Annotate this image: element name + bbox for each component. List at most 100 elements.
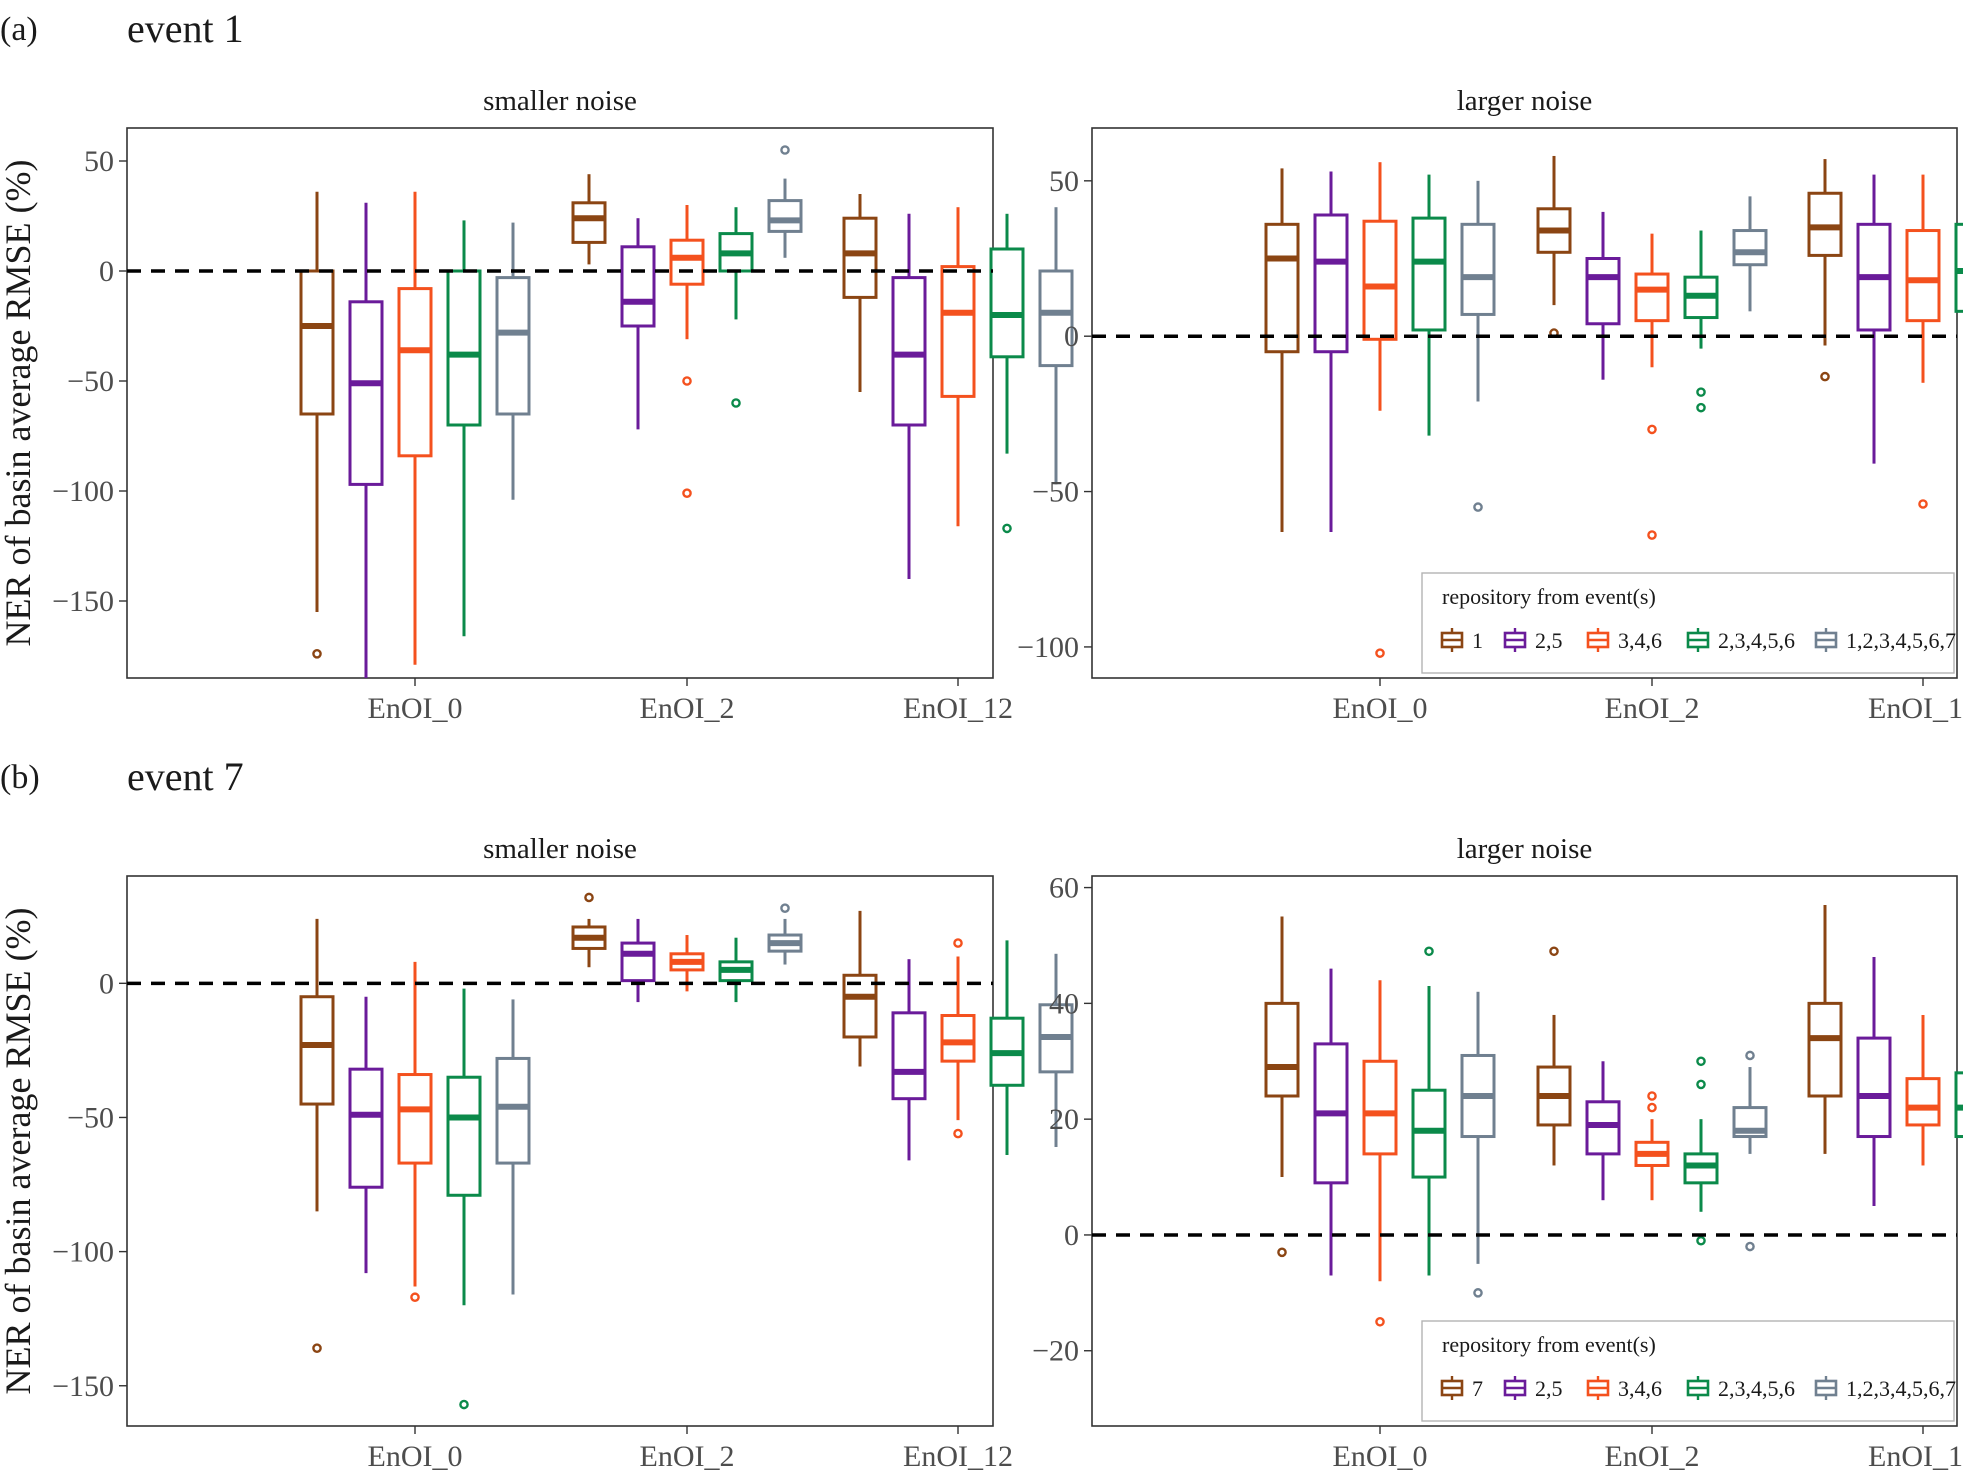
panel-title: event 1 <box>127 6 244 51</box>
legend-item: 1 <box>1440 628 1483 653</box>
series-1-2-3-4-5-6-7 <box>495 145 1074 500</box>
outlier-point <box>1647 1102 1657 1113</box>
series-3-4-6 <box>1362 980 1941 1327</box>
plot-frame <box>1091 127 1958 679</box>
x-tick-label: EnOI_12 <box>903 692 1013 725</box>
series-1 <box>1264 155 1843 532</box>
outlier-point <box>1473 1288 1483 1298</box>
y-tick-label: −150 <box>52 585 114 618</box>
y-tick-label: −50 <box>1032 476 1079 509</box>
y-tick-label: 20 <box>1049 1103 1079 1136</box>
legend-label: 1,2,3,4,5,6,7 <box>1846 1376 1956 1401</box>
box-iqr <box>940 265 976 398</box>
box-iqr <box>669 238 705 286</box>
legend-box <box>1421 572 1955 674</box>
series-1-2-3-4-5-6-7 <box>495 903 1074 1295</box>
y-axis-label: NER of basin average RMSE (%) <box>0 160 38 647</box>
facet-strip-label: smaller noise <box>483 833 637 865</box>
box-iqr <box>989 247 1025 359</box>
series-2-5 <box>348 918 927 1274</box>
x-tick-label: EnOI_0 <box>1333 1440 1428 1471</box>
x-tick-label: EnOI_12 <box>903 1440 1013 1471</box>
y-tick-label: −100 <box>52 475 114 508</box>
panel-letter: (a) <box>0 11 38 48</box>
panel-letter: (b) <box>0 759 40 796</box>
legend-item: 2,3,4,5,6 <box>1686 628 1795 653</box>
box-iqr <box>299 995 335 1106</box>
x-tick-label: EnOI_2 <box>640 1440 735 1471</box>
box-iqr <box>446 269 482 427</box>
outlier-point <box>1696 1079 1706 1090</box>
box-iqr <box>1905 229 1941 323</box>
y-tick-label: 0 <box>99 255 114 288</box>
outlier-point <box>1696 387 1706 397</box>
panel-a: (a) event 1 NER of basin average RMSE (%) s… <box>0 6 1963 725</box>
box-iqr <box>1856 1036 1892 1139</box>
box-iqr <box>1634 272 1670 323</box>
outlier-point <box>1745 1050 1755 1061</box>
series-3-4-6 <box>397 935 976 1303</box>
plot-frame <box>1091 875 1958 1427</box>
box-iqr <box>1732 229 1768 267</box>
outlier-point <box>1647 424 1657 435</box>
y-tick-label: 0 <box>1064 1219 1079 1252</box>
outlier-point <box>1696 1056 1706 1067</box>
legend-label: 7 <box>1472 1376 1483 1401</box>
box-iqr <box>1313 213 1349 354</box>
facet-smaller-noise: smaller noise 50 0 −50 −100 −150 EnOI_0 EnOI_2 E… <box>52 85 1074 725</box>
box-iqr <box>1954 222 1963 313</box>
legend-title: repository from event(s) <box>1442 1332 1656 1357</box>
x-tick-label: EnOI_12 <box>1868 692 1963 725</box>
legend-title: repository from event(s) <box>1442 584 1656 609</box>
facet-larger-noise: larger noise 60 40 20 0 −20 EnOI_0 EnOI_2 EnOI_1… <box>1032 833 1963 1471</box>
series-2-5 <box>1313 171 1892 532</box>
y-tick-label: −50 <box>67 1101 114 1134</box>
box-iqr <box>1264 1001 1300 1098</box>
box-iqr <box>842 216 878 299</box>
legend: repository from event(s) 1 2,5 3,4,6 2,3,4,5… <box>1421 572 1956 674</box>
legend: repository from event(s) 7 2,5 3,4,6 2,3,4,5… <box>1421 1320 1956 1422</box>
x-tick-label: EnOI_2 <box>1605 692 1700 725</box>
outlier-point <box>1002 523 1012 534</box>
y-tick-label: −100 <box>1017 631 1079 664</box>
x-tick-label: EnOI_2 <box>1605 1440 1700 1471</box>
outlier-point <box>1918 499 1928 509</box>
outlier-point <box>1647 1091 1657 1101</box>
box-iqr <box>842 973 878 1039</box>
outlier-point <box>410 1292 420 1303</box>
outlier-point <box>312 1343 322 1353</box>
series-2-5 <box>1313 957 1892 1276</box>
y-axis-label: NER of basin average RMSE (%) <box>0 908 38 1395</box>
legend-label: 3,4,6 <box>1618 628 1662 653</box>
outlier-point <box>953 1128 963 1139</box>
legend-box <box>1421 1320 1955 1422</box>
outlier-point <box>1277 1247 1287 1258</box>
legend-item: 2,5 <box>1503 1376 1563 1401</box>
box-iqr <box>495 1056 531 1165</box>
box-iqr <box>891 1011 927 1101</box>
box-iqr <box>1264 222 1300 354</box>
y-tick-label: 0 <box>99 967 114 1000</box>
y-tick-label: −50 <box>67 365 114 398</box>
box-iqr <box>1807 191 1843 257</box>
legend-label: 2,3,4,5,6 <box>1718 628 1795 653</box>
box-iqr <box>397 1073 433 1165</box>
series-1-2-3-4-5-6-7 <box>1460 180 1768 512</box>
legend-label: 2,5 <box>1535 1376 1563 1401</box>
series-2-3-4-5-6 <box>446 937 1025 1410</box>
outlier-point <box>1696 402 1706 413</box>
outlier-point <box>780 903 790 913</box>
outlier-point <box>1375 648 1385 658</box>
legend-item: 3,4,6 <box>1586 1376 1662 1401</box>
x-tick-label: EnOI_0 <box>1333 692 1428 725</box>
outlier-point <box>682 488 692 499</box>
facet-strip-label: larger noise <box>1457 833 1593 865</box>
legend-label: 1,2,3,4,5,6,7 <box>1846 628 1956 653</box>
series-3-4-6 <box>397 191 976 665</box>
box-iqr <box>1411 216 1447 332</box>
outlier-point <box>1745 1241 1755 1252</box>
box-iqr <box>348 300 384 486</box>
facet-larger-noise: larger noise 50 0 −50 −100 EnOI_0 EnOI_2 EnOI_1… <box>1017 85 1963 725</box>
box-iqr <box>1807 1001 1843 1098</box>
